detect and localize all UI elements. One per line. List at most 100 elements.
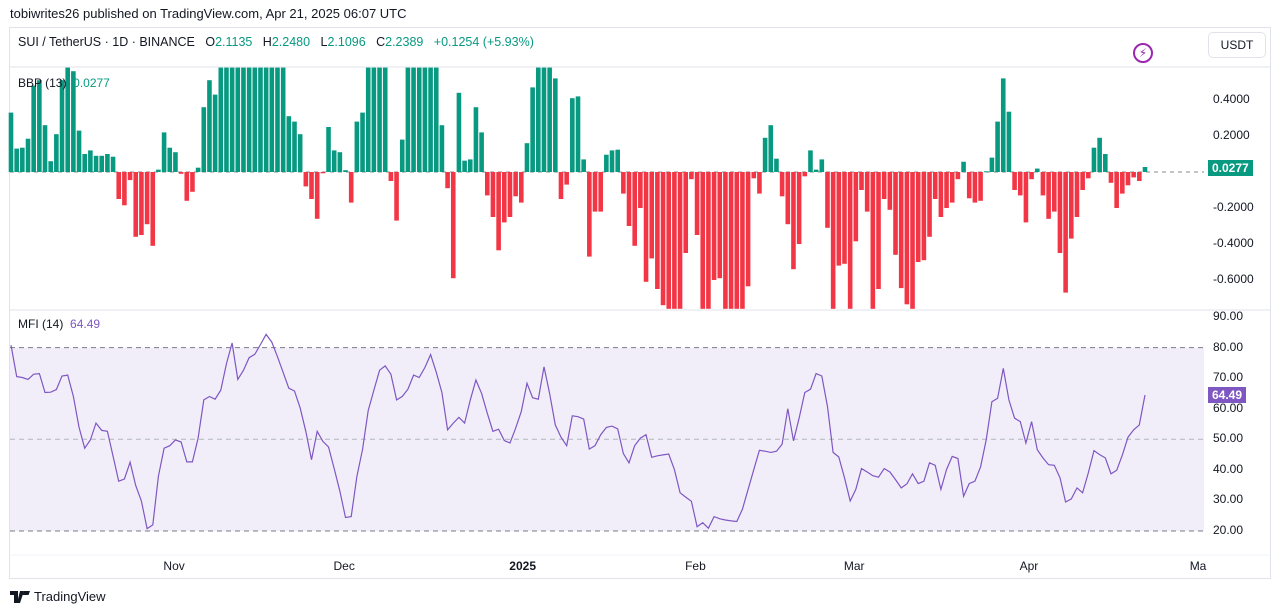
symbol-legend: SUI / TetherUS · 1D · BINANCE O2.1135 H2… xyxy=(18,35,534,49)
bbp-bar xyxy=(207,80,212,172)
bbp-bar xyxy=(689,172,694,180)
bbp-bar xyxy=(229,67,235,172)
mfi-axis-tick: 60.00 xyxy=(1213,400,1244,415)
time-axis-label: Dec xyxy=(333,559,355,573)
bbp-bar xyxy=(99,155,105,172)
bbp-bar xyxy=(59,80,65,172)
bbp-bar xyxy=(632,172,637,246)
bbp-bar xyxy=(1142,167,1148,172)
bbp-bar xyxy=(286,116,292,172)
bbp-bar xyxy=(1068,172,1074,239)
bbp-bar xyxy=(870,172,876,309)
bbp-bar xyxy=(785,172,791,225)
mfi-last-value: 64.49 xyxy=(70,317,101,331)
lightning-icon[interactable]: ⚡︎ xyxy=(1133,43,1153,63)
time-axis-label: Nov xyxy=(163,559,185,573)
bbp-bar xyxy=(156,169,161,172)
bbp-bar xyxy=(496,172,501,251)
bbp-bar xyxy=(365,67,371,172)
bbp-bar xyxy=(331,150,337,172)
bbp-bar xyxy=(241,67,246,172)
bbp-bar xyxy=(1120,172,1125,194)
bbp-bar xyxy=(921,172,927,261)
bbp-bar xyxy=(864,172,870,212)
bbp-bar xyxy=(836,172,842,266)
bbp-bar xyxy=(536,67,541,172)
mfi-title: MFI (14) xyxy=(18,317,64,331)
bbp-bar xyxy=(484,172,490,196)
bbp-bar xyxy=(819,159,825,172)
bbp-bar xyxy=(530,87,535,172)
bbp-bar xyxy=(717,172,723,279)
change-value: +0.1254 (+5.93%) xyxy=(433,35,534,49)
bbp-bar xyxy=(14,148,19,172)
bbp-bar xyxy=(1023,172,1029,223)
time-axis-label: Mar xyxy=(843,559,865,573)
mfi-axis-tick: 80.00 xyxy=(1213,339,1244,354)
bbp-bar xyxy=(983,171,989,173)
bbp-bar xyxy=(235,67,241,172)
currency-button[interactable]: USDT xyxy=(1208,32,1266,58)
bbp-bar xyxy=(263,67,269,172)
bbp-bar xyxy=(394,172,399,221)
bbp-bar xyxy=(961,161,966,172)
bbp-bar xyxy=(898,172,904,289)
bbp-bar xyxy=(615,149,620,172)
symbol-title[interactable]: SUI / TetherUS · 1D · BINANCE xyxy=(18,35,195,49)
bbp-bar xyxy=(915,172,921,262)
bbp-bar xyxy=(570,98,575,172)
bbp-bar xyxy=(144,172,150,225)
bbp-bar xyxy=(853,172,859,242)
tradingview-footer[interactable]: TradingView xyxy=(10,589,106,604)
bbp-bar xyxy=(82,154,88,172)
tradingview-logo-icon xyxy=(10,590,30,603)
bbp-bar xyxy=(1131,172,1136,178)
bbp-bar xyxy=(666,172,672,309)
mfi-axis-tick: 20.00 xyxy=(1213,523,1244,537)
bbp-bar xyxy=(541,67,547,172)
bbp-bar xyxy=(178,172,184,174)
bbp-bar xyxy=(76,130,82,172)
bbp-bar xyxy=(377,67,382,172)
bbp-bar xyxy=(995,121,1000,172)
bbp-bar xyxy=(1034,168,1040,172)
bbp-bar xyxy=(490,172,496,217)
bbp-bar xyxy=(757,172,762,194)
low-value: 2.1096 xyxy=(327,35,366,49)
bbp-axis-tick: -0.4000 xyxy=(1213,236,1254,250)
bbp-bar xyxy=(473,107,479,172)
bbp-bar xyxy=(297,134,303,172)
bbp-bar xyxy=(507,172,513,217)
bbp-bar xyxy=(581,159,586,172)
low-label: L xyxy=(320,35,328,49)
bbp-bar xyxy=(1029,172,1034,180)
bbp-bar xyxy=(813,169,819,172)
bbp-bar xyxy=(774,158,779,172)
bbp-bar xyxy=(944,172,949,208)
bbp-bar xyxy=(450,172,456,279)
bbp-bar xyxy=(246,67,252,172)
published-caption: tobiwrites26 published on TradingView.co… xyxy=(10,6,407,21)
bbp-bar xyxy=(893,172,898,255)
bbp-bar xyxy=(711,172,717,280)
bbp-bar xyxy=(405,67,411,172)
bbp-bar xyxy=(876,172,881,289)
bbp-bar xyxy=(791,172,796,270)
bbp-bar xyxy=(564,172,569,185)
mfi-line xyxy=(10,333,1146,530)
bbp-bar xyxy=(558,172,564,199)
bbp-axis-tick: 0.2000 xyxy=(1213,128,1250,142)
bbp-bar xyxy=(201,107,207,172)
bbp-bar xyxy=(643,172,649,282)
bbp-bar xyxy=(371,67,377,172)
bbp-bar xyxy=(8,112,14,172)
bbp-bar xyxy=(910,172,915,309)
bbp-bar xyxy=(847,172,853,309)
bbp-bar xyxy=(1080,172,1085,190)
bbp-bar xyxy=(621,172,626,194)
bbp-bar xyxy=(445,172,450,189)
bbp-bar xyxy=(575,96,581,172)
bbp-bar xyxy=(184,172,190,201)
bbp-bar xyxy=(524,143,530,172)
